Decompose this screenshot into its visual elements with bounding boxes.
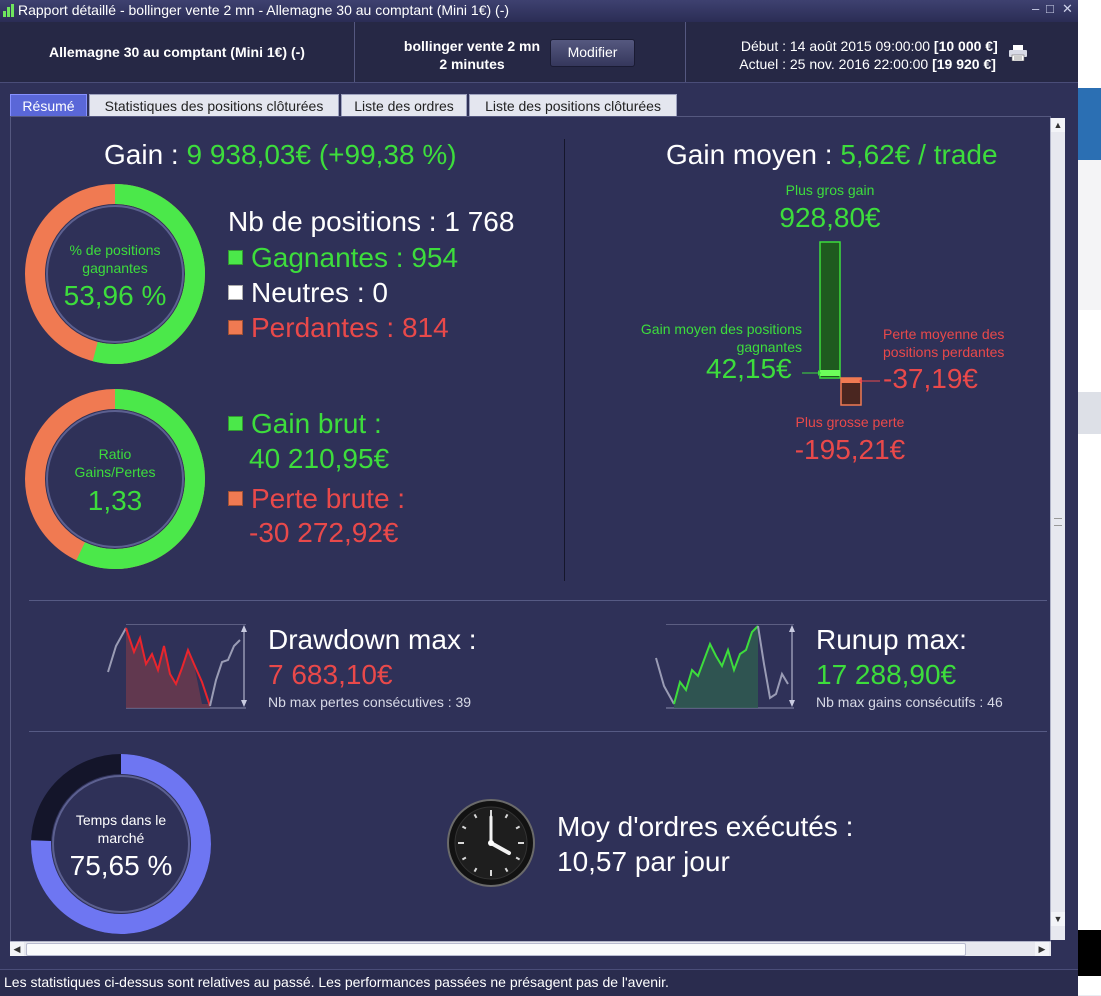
- strategy-timeframe: 2 minutes: [439, 56, 505, 72]
- instrument-name: Allemagne 30 au comptant (Mini 1€) (-): [49, 44, 305, 60]
- positions-count: Nb de positions : 1 768: [228, 206, 515, 237]
- maximize-icon[interactable]: □: [1046, 1, 1054, 16]
- scroll-left-arrow-icon[interactable]: ◀: [10, 942, 24, 956]
- profit-ratio-donut-gain-arc: [25, 389, 205, 569]
- losing-count: Perdantes : 814: [228, 312, 449, 344]
- avg-gain-bar-chart: [802, 241, 880, 406]
- win-rate-donut-win-arc: [25, 184, 205, 364]
- orders-per-day-label: Moy d'ordres exécutés :: [557, 811, 854, 842]
- max-gain-label: Plus gros gain: [785, 182, 875, 198]
- winning-legend-square: [228, 250, 243, 265]
- market-time-donut: [31, 754, 211, 934]
- title-bar: Rapport détaillé - bollinger vente 2 mn …: [0, 0, 1078, 22]
- gain-summary: Gain : 9 938,03€ (+99,38 %): [104, 139, 457, 171]
- gross-gain-value: 40 210,95€: [249, 443, 390, 474]
- disclaimer-text: Les statistiques ci-dessus sont relative…: [4, 974, 669, 990]
- gross-loss-label: Perte brute :: [228, 483, 405, 515]
- profit-ratio-value: 1,33: [87, 485, 143, 516]
- win-rate-value: 53,96 %: [63, 280, 167, 311]
- avg-gain-summary: Gain moyen : 5,62€ / trade: [666, 139, 998, 171]
- max-gain-value: 928,80€: [779, 202, 881, 233]
- section-divider-1: [29, 600, 1047, 601]
- current-label: Actuel :: [739, 56, 786, 72]
- profit-ratio-label: Ratio Gains/Pertes: [74, 446, 156, 480]
- minimize-icon[interactable]: –: [1032, 1, 1040, 16]
- scroll-right-arrow-icon[interactable]: ▶: [1035, 942, 1049, 956]
- date-range: Début : 14 août 2015 09:00:00 [10 000 €]…: [728, 37, 998, 73]
- printer-icon[interactable]: [1008, 45, 1028, 61]
- avg-win-value: 42,15€: [706, 353, 792, 384]
- winning-count-text: Gagnantes : 954: [251, 242, 459, 273]
- scroll-up-arrow-icon[interactable]: ▲: [1051, 118, 1065, 132]
- start-label: Début :: [740, 38, 786, 54]
- tab-closed-position-list[interactable]: Liste des positions clôturées: [469, 94, 677, 116]
- window-title: Rapport détaillé - bollinger vente 2 mn …: [18, 2, 510, 18]
- current-date: 25 nov. 2016 22:00:00: [789, 56, 929, 72]
- gross-loss-label-text: Perte brute :: [251, 483, 406, 514]
- current-capital: [19 920 €]: [932, 56, 996, 72]
- status-bar: Les statistiques ci-dessus sont relative…: [0, 969, 1078, 996]
- start-capital: [10 000 €]: [933, 38, 998, 54]
- close-icon[interactable]: ✕: [1062, 1, 1073, 16]
- runup-value: 17 288,90€: [816, 659, 957, 690]
- background-window-edge: [1078, 0, 1101, 995]
- runup-sparkline-icon: [655, 624, 795, 709]
- start-date: 14 août 2015 09:00:00: [789, 38, 931, 54]
- clock-icon: [447, 799, 535, 887]
- section-divider-vertical: [564, 139, 565, 581]
- tab-order-list[interactable]: Liste des ordres: [341, 94, 467, 116]
- gain-label: Gain :: [104, 139, 179, 170]
- horizontal-scrollbar[interactable]: ◀ ▶: [10, 941, 1051, 956]
- gain-value: 9 938,03€ (+99,38 %): [186, 139, 457, 170]
- gross-gain-label-text: Gain brut :: [251, 408, 382, 439]
- gross-gain-label: Gain brut :: [228, 408, 382, 440]
- modify-button[interactable]: Modifier: [550, 39, 635, 67]
- win-rate-label: % de positions gagnantes: [69, 242, 161, 276]
- runup-title: Runup max:: [816, 624, 967, 655]
- drawdown-title: Drawdown max :: [268, 624, 477, 655]
- runup-consecutive-gains: Nb max gains consécutifs : 46: [816, 694, 1003, 710]
- vertical-scrollbar[interactable]: ▲ ▼: [1050, 118, 1065, 940]
- market-time-value: 75,65 %: [69, 850, 173, 881]
- winning-count: Gagnantes : 954: [228, 242, 458, 274]
- avg-loss-label: Perte moyenne des positions perdantes: [883, 326, 1005, 360]
- avg-loss-value: -37,19€: [883, 363, 978, 394]
- strategy-name: bollinger vente 2 mn: [403, 38, 541, 54]
- avg-gain-value: 5,62€ / trade: [840, 139, 998, 170]
- scroll-down-arrow-icon[interactable]: ▼: [1051, 912, 1065, 926]
- gross-gain-legend-square: [228, 416, 243, 431]
- avg-win-bar: [820, 370, 840, 376]
- max-loss-value: -195,21€: [794, 434, 906, 465]
- avg-loss-bar: [841, 378, 861, 383]
- losing-count-text: Perdantes : 814: [251, 312, 449, 343]
- horizontal-scroll-thumb[interactable]: [26, 943, 966, 956]
- neutral-legend-square: [228, 285, 243, 300]
- max-gain-bar: [819, 241, 841, 379]
- losing-legend-square: [228, 320, 243, 335]
- report-header: [0, 22, 1078, 83]
- strategy-info: bollinger vente 2 mn 2 minutes: [392, 37, 552, 73]
- orders-per-day-value: 10,57 par jour: [557, 846, 730, 877]
- drawdown-sparkline-icon: [107, 624, 247, 709]
- neutral-count-text: Neutres : 0: [251, 277, 388, 308]
- gross-loss-legend-square: [228, 491, 243, 506]
- section-divider-2: [29, 731, 1047, 732]
- drawdown-value: 7 683,10€: [268, 659, 393, 690]
- app-chart-icon: [3, 4, 15, 17]
- market-time-label: Temps dans le marché: [75, 812, 167, 846]
- win-rate-donut: [25, 184, 205, 364]
- neutral-count: Neutres : 0: [228, 277, 388, 309]
- max-loss-label: Plus grosse perte: [795, 414, 905, 430]
- gross-loss-value: -30 272,92€: [249, 517, 399, 548]
- avg-gain-label: Gain moyen :: [666, 139, 833, 170]
- profit-ratio-donut: [25, 389, 205, 569]
- tab-closed-position-stats[interactable]: Statistiques des positions clôturées: [89, 94, 339, 116]
- avg-win-label: Gain moyen des positions gagnantes: [640, 321, 802, 355]
- drawdown-consecutive-losses: Nb max pertes consécutives : 39: [268, 694, 472, 710]
- market-time-donut-arc: [31, 754, 211, 934]
- tab-resume[interactable]: Résumé: [10, 94, 87, 116]
- vertical-scroll-grip[interactable]: [1054, 518, 1062, 526]
- report-window: Rapport détaillé - bollinger vente 2 mn …: [0, 0, 1078, 996]
